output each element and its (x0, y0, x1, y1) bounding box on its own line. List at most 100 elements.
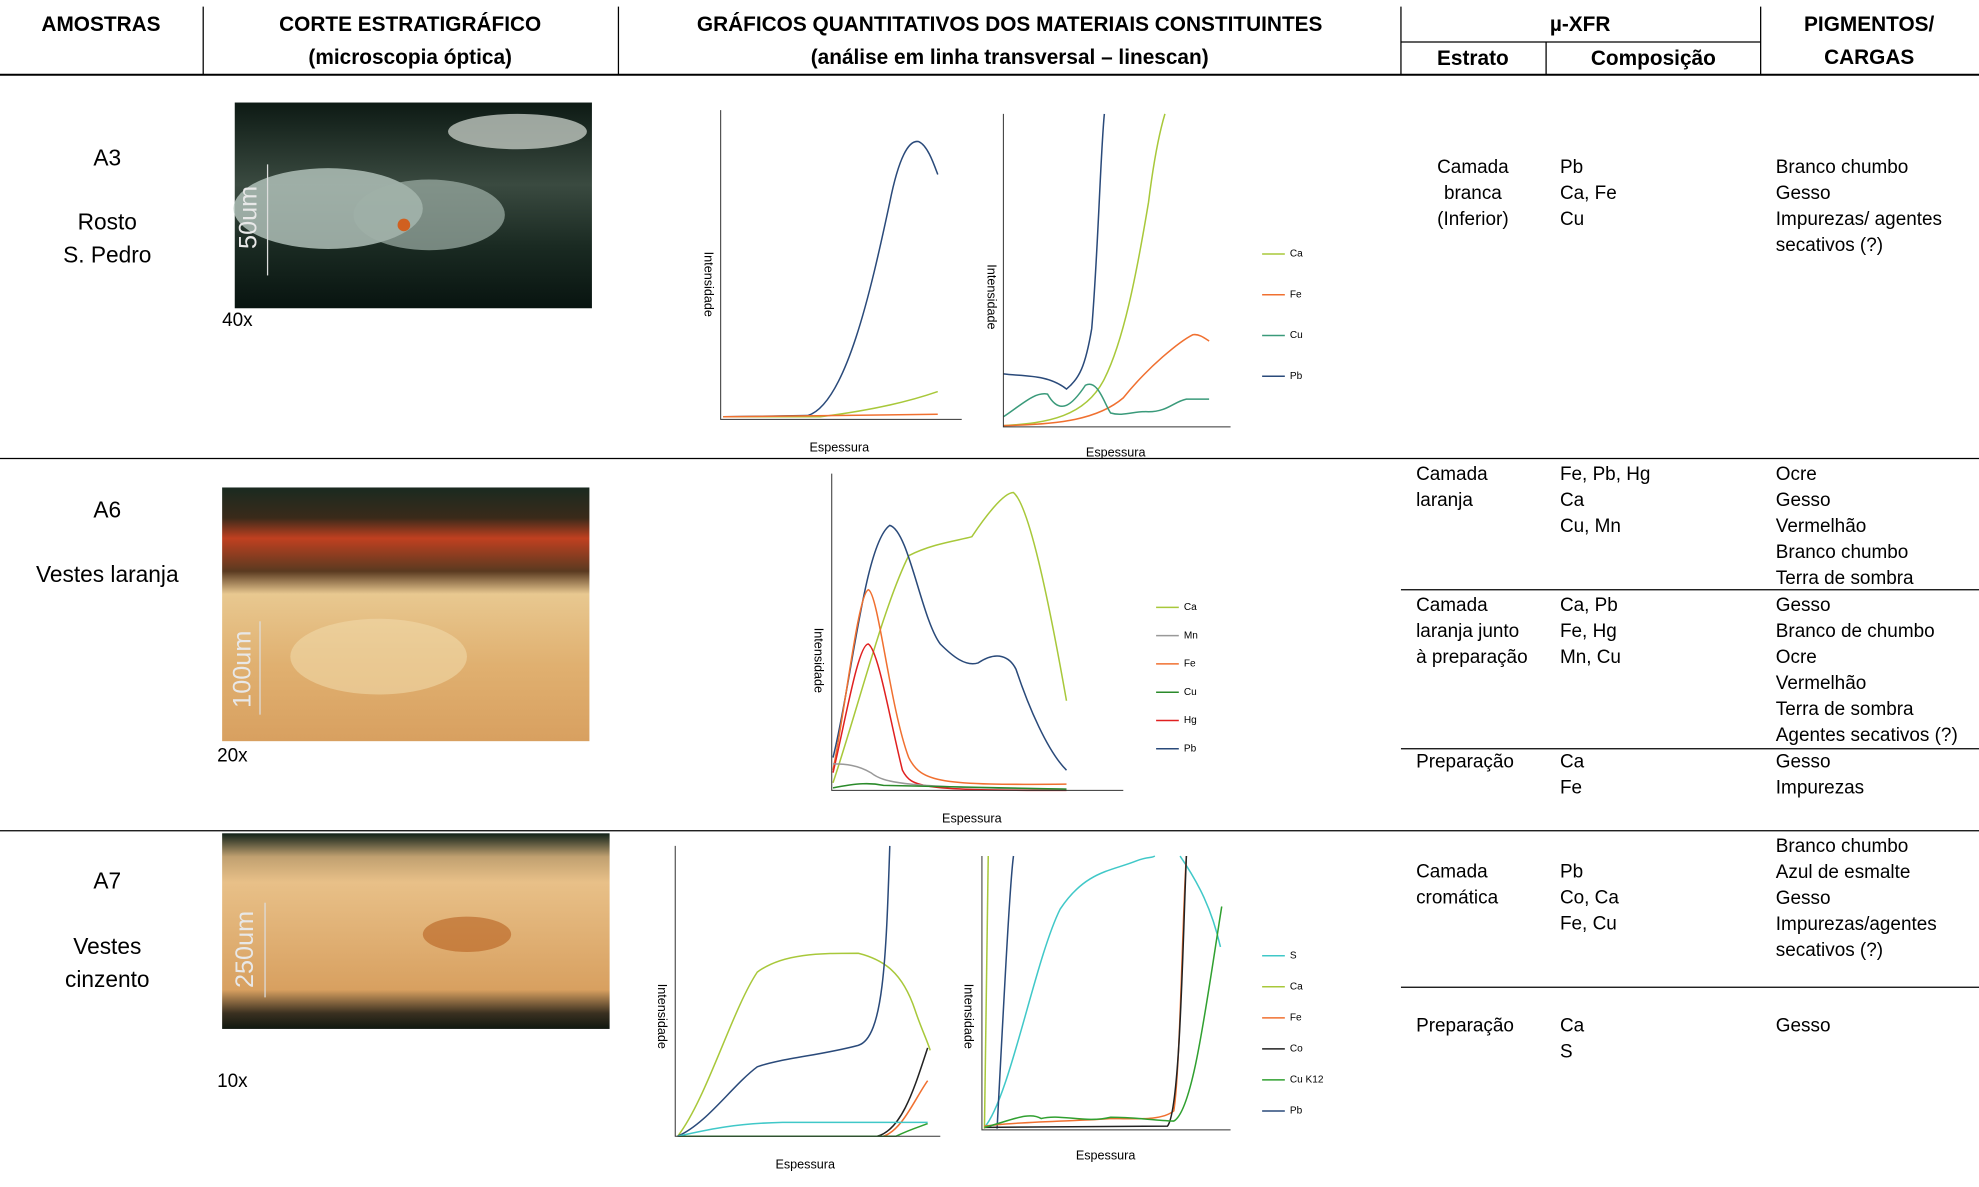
magnification: 10x (217, 1071, 248, 1092)
estrato: Preparação (1416, 752, 1514, 773)
legend-label: S (1290, 950, 1297, 961)
scale-bar-label: 250um (231, 911, 259, 988)
y-axis-label: Intensidade (702, 252, 716, 317)
legend-label: Ca (1290, 249, 1303, 260)
chart-axes (720, 110, 962, 420)
magnification: 20x (217, 745, 248, 766)
pigmentos: Vermelhão (1776, 673, 1866, 694)
estrato: à preparação (1416, 647, 1528, 668)
header-cell: (microscopia óptica) (308, 46, 512, 69)
sample-name: Rosto (78, 209, 137, 235)
sample-id: A6 (93, 496, 121, 522)
header-cell: µ-XFR (1550, 13, 1611, 36)
estrato: laranja (1416, 490, 1473, 511)
y-axis-label: Intensidade (812, 628, 826, 693)
composicao: Ca (1560, 752, 1585, 773)
chart-axes (1002, 113, 1231, 428)
legend-label: Fe (1290, 289, 1302, 300)
x-axis-label: Espessura (775, 1158, 836, 1172)
pigmentos: Ocre (1776, 647, 1817, 668)
header-cell: CARGAS (1824, 46, 1914, 69)
legend-label: Fe (1290, 1012, 1302, 1023)
pigmentos: Terra de sombra (1776, 568, 1914, 589)
magnification: 40x (222, 310, 253, 331)
legend-label: Co (1290, 1044, 1303, 1055)
pigmentos: Branco chumbo (1776, 836, 1909, 857)
header-cell: CORTE ESTRATIGRÁFICO (279, 13, 541, 36)
composicao: Pb (1560, 861, 1583, 882)
pigmentos: Impurezas/agentes (1776, 914, 1937, 935)
chart-axes (981, 856, 1231, 1131)
chart-axes (831, 473, 1124, 791)
pigmentos: Gesso (1776, 183, 1831, 204)
composicao: Fe, Pb, Hg (1560, 464, 1650, 485)
estrato: branca (1444, 183, 1502, 204)
composicao: Cu, Mn (1560, 516, 1621, 537)
sample-name: S. Pedro (63, 242, 151, 268)
estrato: laranja junto (1416, 621, 1519, 642)
x-axis-label: Espessura (810, 441, 871, 455)
composicao: Ca, Pb (1560, 595, 1618, 616)
header-cell: AMOSTRAS (41, 13, 160, 36)
sample-name: Vestes (73, 933, 141, 959)
composicao: Fe (1560, 778, 1582, 799)
estrato: Camada (1416, 464, 1488, 485)
estrato: Camada (1416, 861, 1488, 882)
header-cell: PIGMENTOS/ (1804, 13, 1935, 36)
estrato: Preparação (1416, 1015, 1514, 1036)
pigmentos: Branco chumbo (1776, 157, 1909, 178)
composicao: Fe, Hg (1560, 621, 1617, 642)
estrato: Camada (1416, 595, 1488, 616)
pigmentos: Vermelhão (1776, 516, 1866, 537)
header-cell: GRÁFICOS QUANTITATIVOS DOS MATERIAIS CON… (697, 13, 1323, 36)
composicao: Cu (1560, 209, 1584, 230)
legend-label: Pb (1290, 371, 1303, 382)
legend-label: Cu (1184, 687, 1197, 698)
header-cell: Estrato (1437, 47, 1509, 70)
pigmentos: Agentes secativos (?) (1776, 725, 1958, 746)
legend-label: Pb (1290, 1106, 1303, 1117)
sample-id: A7 (93, 868, 121, 894)
pigmentos: Impurezas/ agentes (1776, 209, 1942, 230)
micrographs (222, 102, 610, 1029)
pigmentos: Ocre (1776, 464, 1817, 485)
estrato: cromática (1416, 887, 1498, 908)
pigmentos: Impurezas (1776, 778, 1864, 799)
table-rules (0, 6, 1979, 988)
legend-label: Hg (1184, 715, 1197, 726)
header-cell: Composição (1591, 47, 1716, 70)
composicao: Fe, Cu (1560, 913, 1617, 934)
legend-label: Pb (1184, 743, 1197, 754)
legend-label: Cu (1290, 330, 1303, 341)
legend-label: Ca (1184, 602, 1197, 613)
legend-label: Fe (1184, 659, 1196, 670)
y-axis-label: Intensidade (984, 264, 998, 329)
pigmentos: secativos (?) (1776, 940, 1883, 961)
composicao: Mn, Cu (1560, 647, 1621, 668)
estrato: (Inferior) (1437, 209, 1509, 230)
y-axis-label: Intensidade (655, 984, 669, 1049)
estrato: Camada (1437, 157, 1509, 178)
pigmentos: Gesso (1776, 490, 1831, 511)
composicao: Ca, Fe (1560, 183, 1617, 204)
scale-bar-label: 50um (235, 186, 263, 249)
x-axis-label: Espessura (942, 812, 1003, 826)
composicao: Pb (1560, 157, 1583, 178)
sample-id: A3 (93, 144, 121, 170)
header-cell: (análise em linha transversal – linescan… (811, 46, 1209, 69)
x-axis-label: Espessura (1086, 446, 1147, 460)
y-axis-label: Intensidade (962, 984, 976, 1049)
composicao: Ca (1560, 490, 1585, 511)
linescan-curves (677, 113, 1223, 1137)
pigmentos: Terra de sombra (1776, 699, 1914, 720)
pigmentos: Gesso (1776, 595, 1831, 616)
sample-name: cinzento (65, 966, 150, 992)
pigmentos: secativos (?) (1776, 235, 1883, 256)
legend-label: Cu K12 (1290, 1075, 1324, 1086)
sample-name: Vestes laranja (36, 561, 179, 587)
composicao: S (1560, 1041, 1573, 1062)
legend-label: Mn (1184, 630, 1198, 641)
x-axis-label: Espessura (1076, 1149, 1137, 1163)
